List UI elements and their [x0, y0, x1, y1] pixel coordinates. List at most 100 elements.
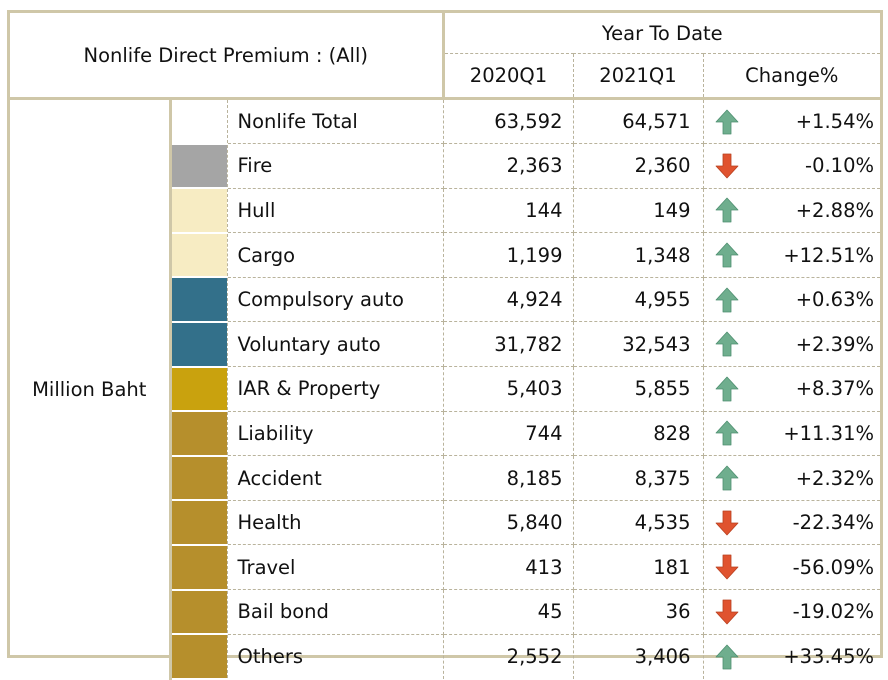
change-percent: +2.32%	[751, 455, 881, 501]
line-of-business-name: Accident	[227, 455, 444, 501]
change-percent: +2.88%	[751, 188, 881, 234]
line-of-business-name: Bail bond	[227, 589, 444, 635]
value-2021q1: 2,360	[573, 143, 704, 189]
arrow-up-icon	[715, 644, 739, 670]
change-percent: +2.39%	[751, 321, 881, 368]
arrow-up-icon	[715, 287, 739, 313]
value-2021q1: 1,348	[573, 232, 704, 278]
color-swatch	[170, 277, 228, 323]
color-swatch	[170, 411, 228, 457]
value-2021q1: 5,855	[573, 366, 704, 412]
unit-label: Million Baht	[10, 98, 172, 679]
change-percent: +12.51%	[751, 232, 881, 278]
line-of-business-name: Cargo	[227, 232, 444, 278]
arrow-up-icon	[715, 198, 739, 223]
value-2021q1: 149	[573, 188, 704, 234]
value-2021q1: 32,543	[573, 321, 704, 368]
trend-arrow-cell	[703, 321, 751, 368]
table-row: Bail bond 45 36 -19.02%	[10, 589, 881, 636]
value-2021q1: 181	[573, 544, 704, 591]
arrow-up-icon	[715, 242, 739, 268]
change-percent: +8.37%	[751, 366, 881, 412]
color-swatch	[170, 98, 228, 145]
line-of-business-name: Compulsory auto	[227, 277, 444, 323]
color-swatch	[170, 143, 228, 190]
trend-arrow-cell	[703, 143, 751, 189]
arrow-down-icon	[715, 510, 739, 536]
trend-arrow-cell	[703, 634, 751, 679]
value-2020q1: 744	[443, 411, 574, 457]
table-row: Cargo 1,199 1,348 +12.51%	[10, 232, 881, 279]
line-of-business-name: Health	[227, 500, 444, 546]
line-of-business-name: Travel	[227, 544, 444, 591]
arrow-up-icon	[715, 109, 739, 134]
trend-arrow-cell	[703, 589, 751, 635]
value-2020q1: 1,199	[443, 232, 574, 278]
table-row: IAR & Property 5,403 5,855 +8.37%	[10, 366, 881, 413]
line-of-business-name: Nonlife Total	[227, 98, 444, 145]
arrow-up-icon	[715, 331, 739, 357]
change-percent: -56.09%	[751, 544, 881, 591]
trend-arrow-cell	[703, 98, 751, 145]
table-row: Voluntary auto 31,782 32,543 +2.39%	[10, 321, 881, 368]
table-row: Liability 744 828 +11.31%	[10, 411, 881, 457]
value-2020q1: 413	[443, 544, 574, 591]
color-swatch	[170, 455, 228, 502]
value-2020q1: 5,840	[443, 500, 574, 546]
color-swatch	[170, 188, 228, 234]
value-2020q1: 63,592	[443, 98, 574, 145]
change-percent: -19.02%	[751, 589, 881, 635]
line-of-business-name: Fire	[227, 143, 444, 189]
color-swatch	[170, 500, 228, 546]
table-row: Accident 8,185 8,375 +2.32%	[10, 455, 881, 502]
value-2021q1: 8,375	[573, 455, 704, 501]
table-title: Nonlife Direct Premium : (All)	[10, 13, 445, 100]
arrow-down-icon	[715, 153, 739, 179]
value-2020q1: 144	[443, 188, 574, 234]
trend-arrow-cell	[703, 188, 751, 234]
trend-arrow-cell	[703, 232, 751, 278]
value-2021q1: 4,535	[573, 500, 704, 546]
color-swatch	[170, 232, 228, 279]
value-2021q1: 36	[573, 589, 704, 635]
table-row: Hull 144 149 +2.88%	[10, 188, 881, 234]
arrow-up-icon	[715, 465, 739, 491]
arrow-up-icon	[715, 421, 739, 446]
color-swatch	[170, 321, 228, 368]
change-percent: +33.45%	[783, 645, 875, 669]
trend-arrow-cell	[703, 366, 751, 412]
table-row: Million Baht Nonlife Total 63,592 64,571…	[10, 98, 881, 679]
column-header-2020q1: 2020Q1	[443, 53, 574, 100]
value-2021q1: 4,955	[573, 277, 704, 323]
change-percent: +0.63%	[751, 277, 881, 323]
value-2021q1: 64,571	[573, 98, 704, 145]
value-2020q1: 8,185	[443, 455, 574, 501]
premium-table: Nonlife Direct Premium : (All) Year To D…	[10, 13, 881, 680]
change-percent: -0.10%	[751, 143, 881, 189]
value-2020q1: 31,782	[443, 321, 574, 368]
table-row: Fire 2,363 2,360 -0.10%	[10, 143, 881, 190]
change-percent: -22.34%	[751, 500, 881, 546]
column-header-change: Change%	[703, 53, 881, 100]
column-header-2021q1: 2021Q1	[573, 53, 704, 100]
value-2020q1: 2,363	[443, 143, 574, 189]
table-row: Travel 413 181 -56.09%	[10, 544, 881, 591]
line-of-business-name: Others	[227, 634, 444, 679]
color-swatch	[170, 544, 228, 591]
line-of-business-name: Liability	[227, 411, 444, 457]
value-2020q1: 45	[443, 589, 574, 635]
trend-arrow-cell	[703, 544, 751, 591]
arrow-down-icon	[715, 599, 739, 625]
value-2020q1: 2,552	[443, 634, 574, 679]
table-row: Compulsory auto 4,924 4,955 +0.63%	[10, 277, 881, 323]
color-swatch	[170, 634, 228, 680]
table-row: Health 5,840 4,535 -22.34%	[10, 500, 881, 546]
value-2021q1: 828	[573, 411, 704, 457]
line-of-business-name: Voluntary auto	[227, 321, 444, 368]
line-of-business-name: IAR & Property	[227, 366, 444, 412]
line-of-business-name: Hull	[227, 188, 444, 234]
arrow-up-icon	[715, 376, 739, 402]
change-percent: +1.54%	[751, 98, 881, 145]
value-2021q1: 3,406	[573, 634, 704, 679]
trend-arrow-cell	[703, 500, 751, 546]
